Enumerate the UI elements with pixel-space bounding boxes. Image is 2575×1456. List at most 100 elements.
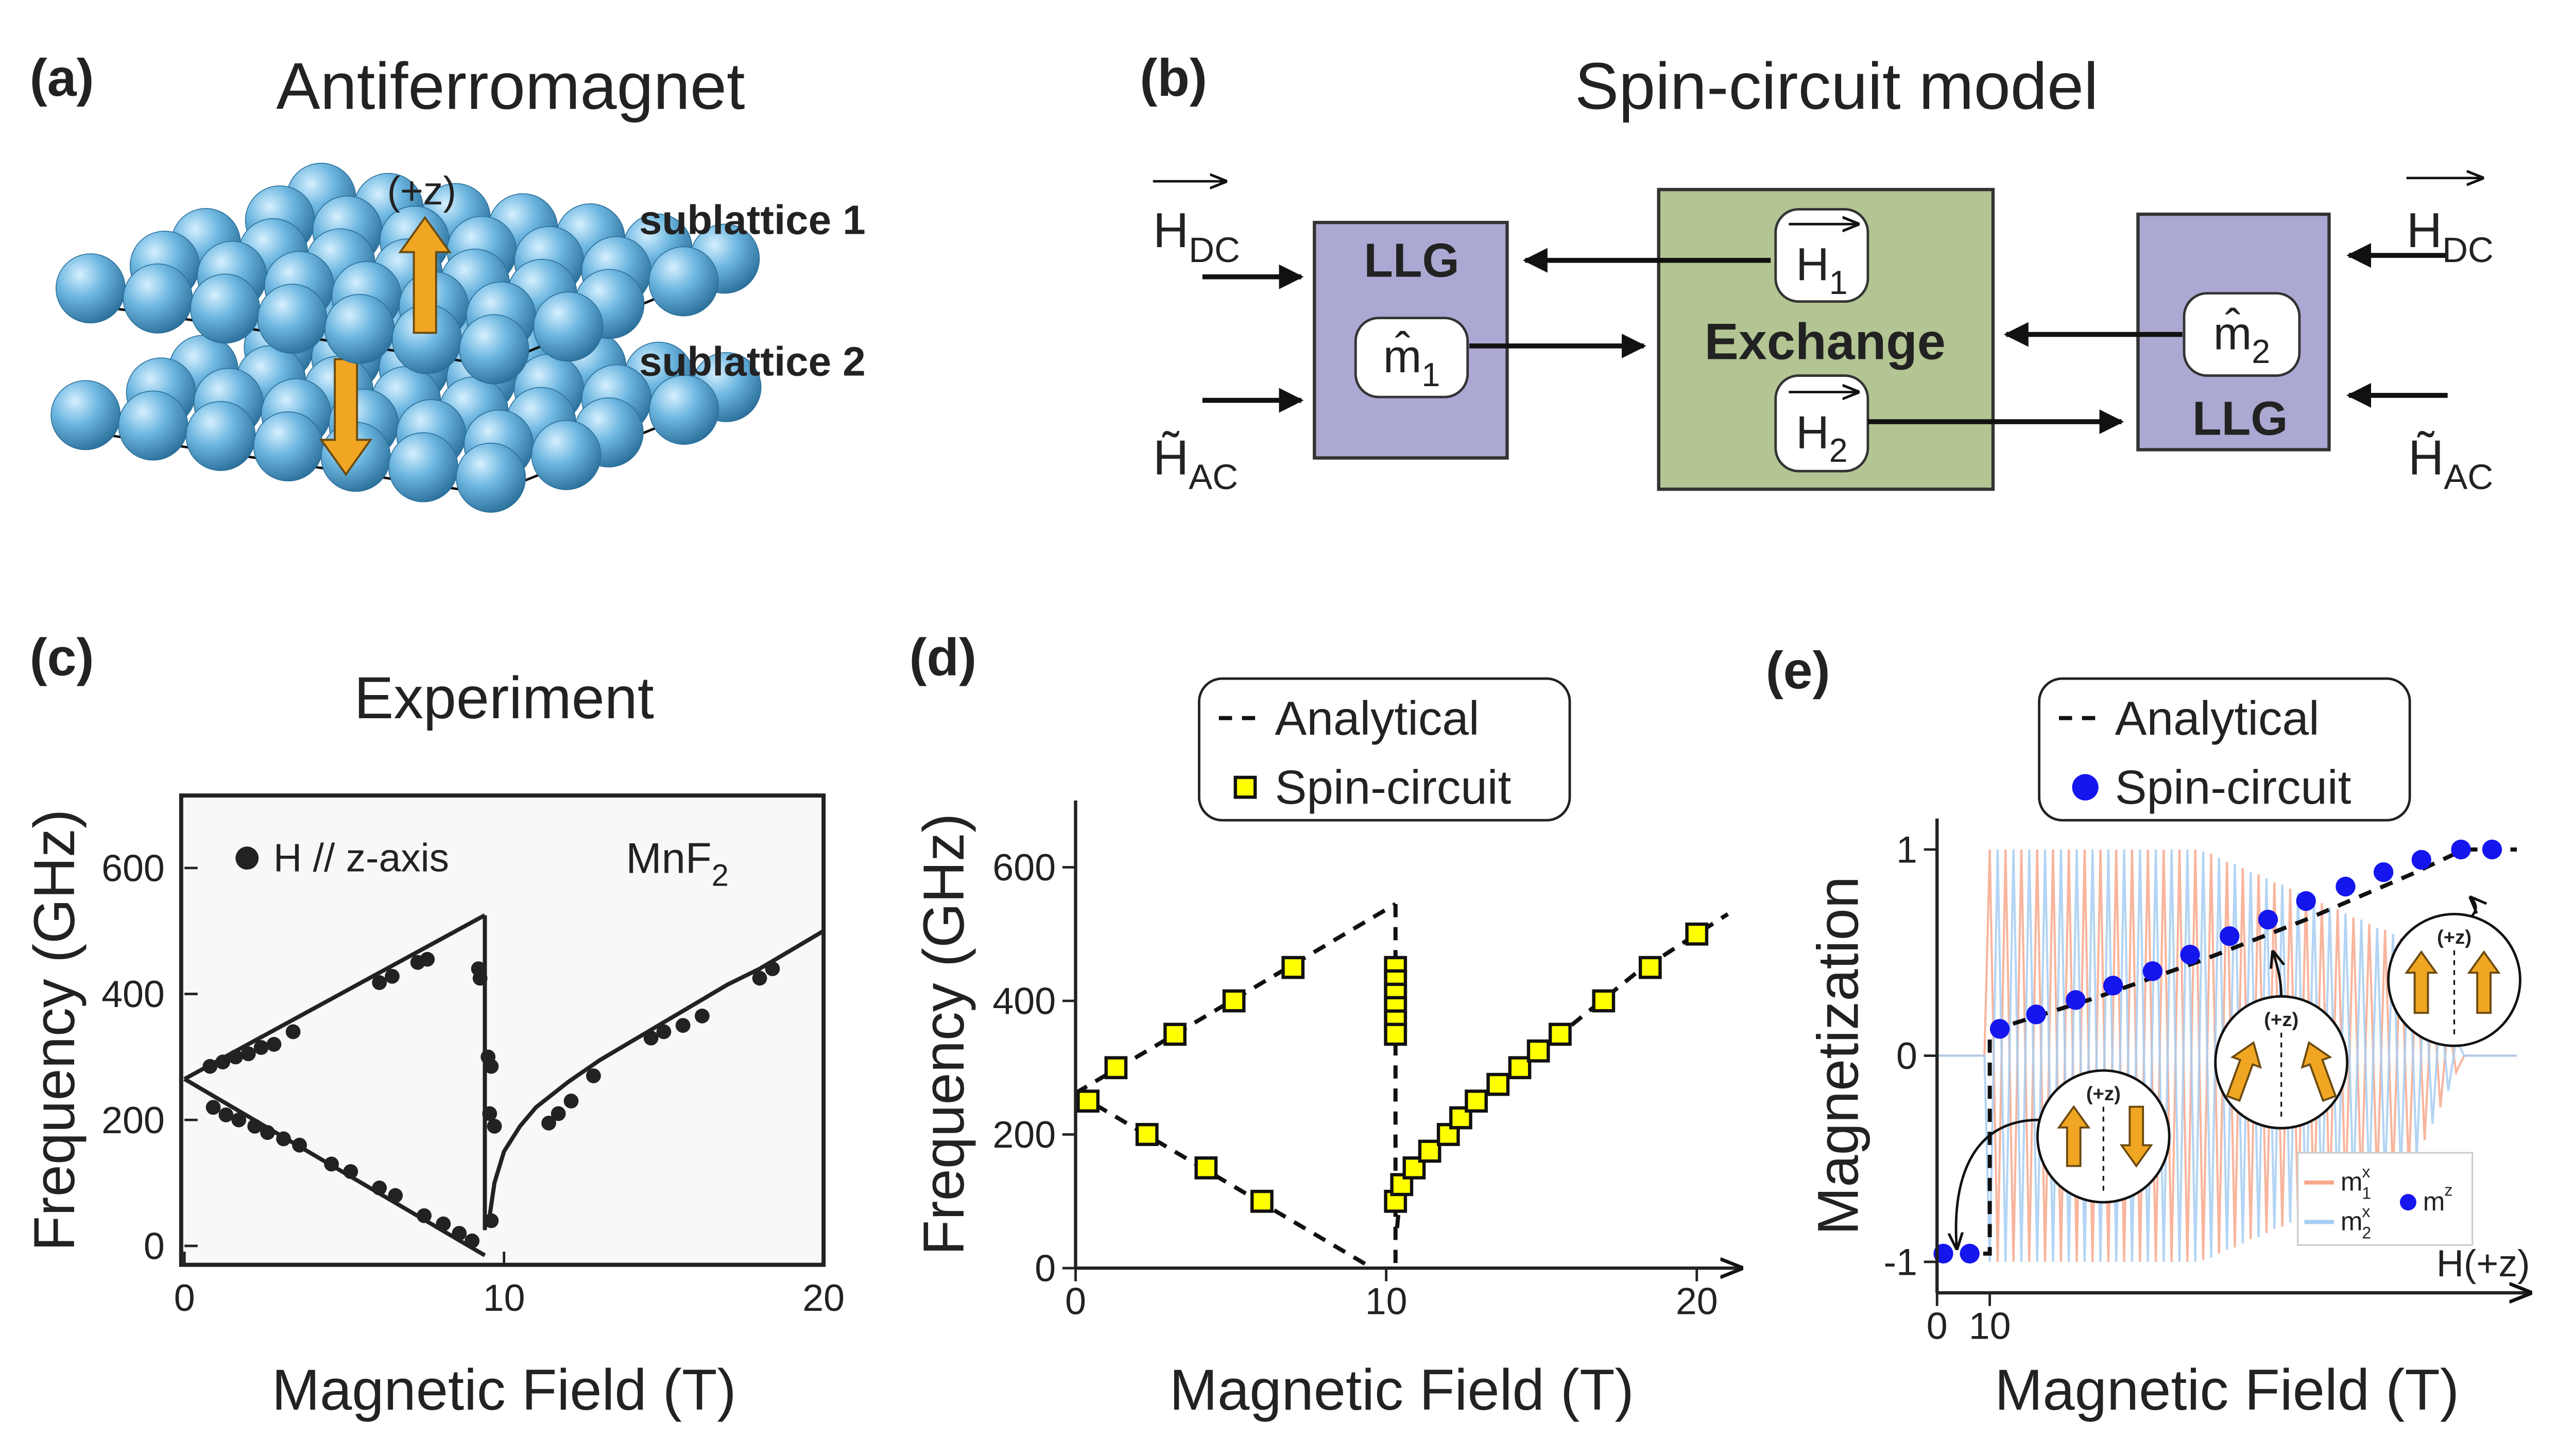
orange-arrow bbox=[2467, 950, 2501, 1014]
dot-marker bbox=[253, 1040, 269, 1055]
atom bbox=[531, 420, 602, 490]
panel-title: Spin-circuit model bbox=[1575, 49, 2099, 123]
x-tick-label: 10 bbox=[1365, 1280, 1407, 1323]
y-tick-label: 0 bbox=[1896, 1034, 1917, 1077]
atom bbox=[388, 432, 458, 502]
dot-marker bbox=[2258, 909, 2278, 930]
subscript: AC bbox=[2444, 457, 2493, 497]
square-marker bbox=[1465, 1089, 1488, 1113]
square-marker bbox=[1638, 956, 1662, 979]
panel-title: Antiferromagnet bbox=[276, 49, 745, 123]
state-box bbox=[1354, 317, 1469, 398]
panel-a: (a) Antiferromagnet (+z) sublattice 1 sublat… bbox=[30, 48, 866, 513]
layer-label: sublattice 1 bbox=[639, 197, 866, 242]
orange-arrow bbox=[2119, 1105, 2153, 1168]
dot-marker bbox=[2220, 926, 2240, 946]
data-line bbox=[183, 913, 486, 1081]
y-tick-label: 0 bbox=[144, 1225, 165, 1268]
subscript: DC bbox=[1189, 230, 1240, 270]
legend-label: H // z-axis bbox=[273, 836, 449, 880]
legend-sup: z bbox=[2444, 1181, 2452, 1199]
panel-label: (b) bbox=[1140, 48, 1207, 107]
atom bbox=[50, 380, 121, 450]
atom bbox=[533, 291, 604, 362]
square-marker bbox=[1104, 1056, 1128, 1080]
dot-marker bbox=[2482, 839, 2502, 860]
dot-marker bbox=[675, 1018, 691, 1033]
block-title: LLG bbox=[2192, 392, 2288, 445]
panel-label: (e) bbox=[1766, 640, 1830, 700]
dashed-line bbox=[1074, 1091, 1374, 1270]
dot-marker bbox=[656, 1024, 672, 1039]
square-marker bbox=[1076, 1089, 1100, 1113]
square-marker bbox=[1281, 956, 1305, 979]
state: m̂2 bbox=[2213, 307, 2270, 370]
atom bbox=[190, 273, 261, 344]
dot-marker bbox=[2411, 850, 2432, 870]
input-field: HDC bbox=[1153, 203, 1240, 270]
square-marker bbox=[1194, 1156, 1218, 1180]
dot-marker bbox=[551, 1106, 566, 1121]
orange-arrow bbox=[398, 216, 452, 334]
annotation: MnF2 bbox=[626, 834, 729, 892]
square-marker bbox=[1508, 1056, 1532, 1080]
input-field: H̃AC bbox=[2408, 430, 2493, 497]
input-field: HDC bbox=[2407, 203, 2494, 270]
dot-marker bbox=[694, 1008, 710, 1024]
dot-marker bbox=[2103, 976, 2123, 996]
text-part: H bbox=[2407, 203, 2442, 258]
y-tick-label: 400 bbox=[992, 980, 1056, 1022]
data-line bbox=[183, 1077, 486, 1257]
icon-label: (+z) bbox=[2437, 926, 2471, 948]
dot-marker bbox=[231, 1112, 247, 1128]
dot-marker bbox=[1989, 1019, 2010, 1039]
orange-arrow bbox=[2225, 1041, 2262, 1102]
pointer-arrow bbox=[2273, 952, 2281, 997]
square-marker bbox=[1592, 989, 1616, 1013]
dot-marker bbox=[372, 975, 387, 990]
text-part: H̃ bbox=[1153, 430, 1189, 485]
dot-marker bbox=[385, 968, 400, 984]
subscript: 2 bbox=[1829, 432, 1848, 469]
square-marker bbox=[1222, 989, 1246, 1013]
block-title: Exchange bbox=[1705, 314, 1946, 371]
dot-marker bbox=[420, 951, 435, 967]
text-part: MnF bbox=[626, 834, 711, 882]
chart-panel: (c) Experiment Magnetic Field (T) Frequency… bbox=[22, 628, 845, 1422]
charts: (c) Experiment Magnetic Field (T) Frequency… bbox=[22, 628, 2530, 1422]
square-marker bbox=[1384, 1022, 1407, 1046]
square-marker bbox=[1250, 1189, 1274, 1213]
x-axis-title: Magnetic Field (T) bbox=[1995, 1358, 2459, 1422]
dot-marker bbox=[218, 1107, 234, 1122]
square-marker bbox=[1418, 1139, 1441, 1163]
atom bbox=[649, 374, 719, 445]
subscript: 2 bbox=[2252, 333, 2270, 370]
y-tick-label: 600 bbox=[101, 846, 165, 889]
pointer-arrow bbox=[1956, 1118, 2039, 1248]
x-tick-label: 0 bbox=[1927, 1305, 1948, 1347]
text-part: H bbox=[1796, 406, 1829, 458]
y-tick-label: -1 bbox=[1883, 1241, 1917, 1284]
subscript: 1 bbox=[1421, 356, 1440, 393]
y-tick-label: 600 bbox=[992, 846, 1056, 889]
dot-marker bbox=[2072, 774, 2099, 801]
y-tick-label: 200 bbox=[992, 1113, 1056, 1156]
atom bbox=[55, 253, 126, 324]
axis-label: (+z) bbox=[387, 169, 456, 213]
square-marker bbox=[1135, 1123, 1159, 1146]
legend-box bbox=[1197, 677, 1571, 822]
legend-sub: 1 bbox=[2362, 1184, 2371, 1203]
block-title: LLG bbox=[1364, 234, 1459, 287]
dashed-line bbox=[1937, 847, 2517, 1256]
dot-marker bbox=[205, 1100, 221, 1115]
dot-marker bbox=[266, 1037, 282, 1052]
atom bbox=[185, 401, 256, 471]
legend-sup: x bbox=[2362, 1202, 2370, 1221]
dot-marker bbox=[241, 1046, 256, 1062]
square-marker bbox=[1233, 775, 1257, 799]
icon-label: (+z) bbox=[2264, 1009, 2298, 1031]
text-part: H̃ bbox=[2408, 430, 2444, 485]
dot-marker bbox=[2142, 961, 2163, 981]
legend-label: m bbox=[2341, 1206, 2363, 1236]
